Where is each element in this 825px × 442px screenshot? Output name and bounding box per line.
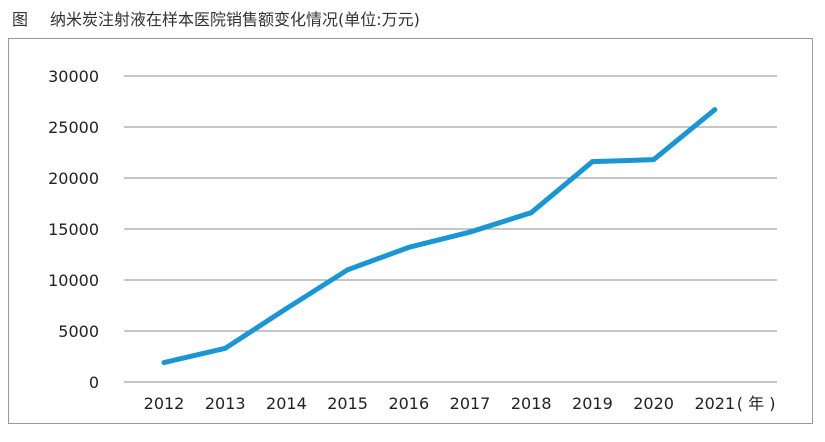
y-tick-label-15000: 15000 — [48, 220, 99, 239]
figure-caption: 图 纳米炭注射液在样本医院销售额变化情况(单位:万元) — [12, 6, 420, 30]
y-tick-label-30000: 30000 — [48, 67, 99, 86]
x-tick-label-2014: 2014 — [266, 394, 307, 413]
y-tick-label-0: 0 — [89, 373, 99, 392]
x-tick-label-2019: 2019 — [572, 394, 613, 413]
data-point-2014 — [283, 306, 289, 312]
x-tick-label-2013: 2013 — [205, 394, 246, 413]
series-line-0 — [163, 107, 717, 366]
data-point-2012 — [161, 360, 167, 366]
chart-frame: 0 5000 10000 15000 20000 25000 30000 2012 2013 20… — [8, 38, 813, 424]
data-point-2020 — [651, 157, 657, 163]
data-point-2021 — [712, 107, 718, 113]
y-tick-label-25000: 25000 — [48, 118, 99, 137]
x-tick-label-2012: 2012 — [144, 394, 185, 413]
x-tick-label-2017: 2017 — [450, 394, 491, 413]
x-unit-label: ( 年 ) — [737, 394, 776, 413]
data-point-2013 — [222, 345, 228, 351]
y-tick-label-20000: 20000 — [48, 169, 99, 188]
data-point-2016 — [406, 244, 412, 250]
y-tick-label-10000: 10000 — [48, 271, 99, 290]
x-tick-label-2018: 2018 — [511, 394, 552, 413]
figure-label: 图 — [12, 10, 29, 29]
line-chart: 0 5000 10000 15000 20000 25000 30000 2012 2013 20… — [48, 67, 777, 413]
data-point-2017 — [467, 229, 473, 235]
x-tick-label-2016: 2016 — [388, 394, 429, 413]
data-point-2015 — [345, 267, 351, 273]
data-point-2019 — [589, 159, 595, 165]
x-tick-label-2021: 2021 — [694, 394, 735, 413]
x-tick-label-2015: 2015 — [327, 394, 368, 413]
data-point-2018 — [528, 210, 534, 216]
chart-title: 纳米炭注射液在样本医院销售额变化情况(单位:万元) — [50, 10, 420, 29]
y-tick-label-5000: 5000 — [58, 322, 99, 341]
x-tick-label-2020: 2020 — [633, 394, 674, 413]
